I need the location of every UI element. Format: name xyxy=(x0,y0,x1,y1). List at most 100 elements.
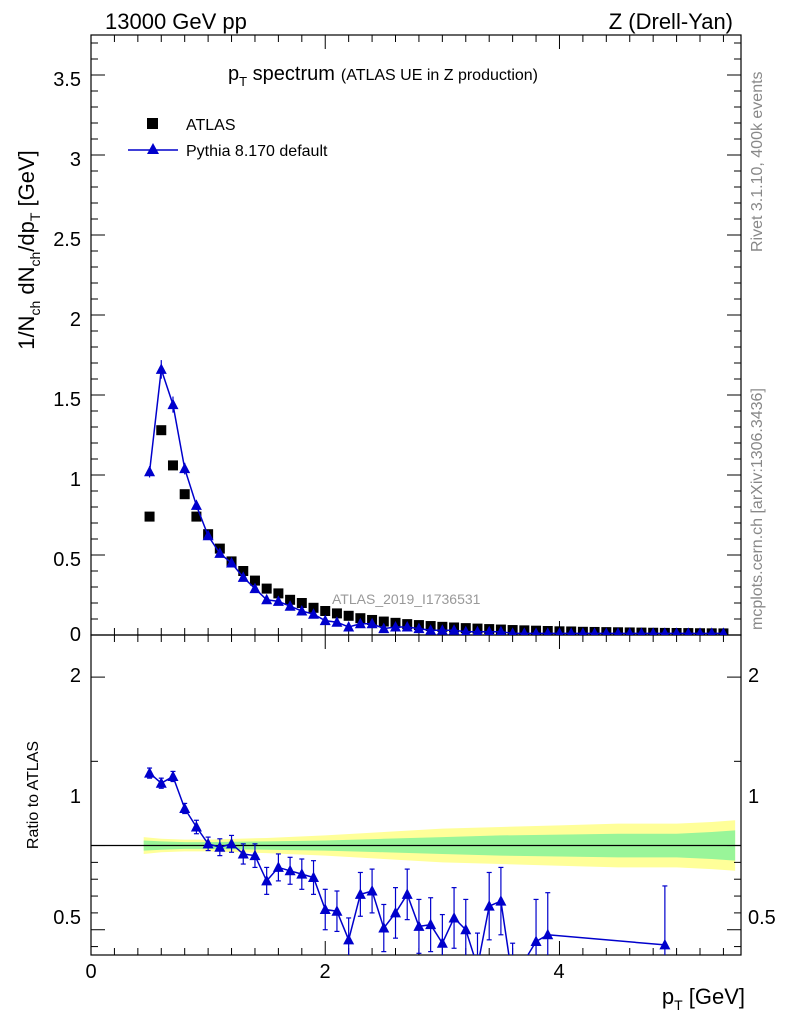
ratio-point xyxy=(507,974,518,985)
pythia-point xyxy=(226,557,238,568)
y-main-tick-label: 3.5 xyxy=(53,69,81,91)
pythia-point xyxy=(284,600,296,611)
ratio-point xyxy=(319,903,331,915)
y-ratio-tick-label: 1 xyxy=(748,786,759,808)
pythia-point xyxy=(390,621,402,632)
ratio-point xyxy=(331,905,343,916)
pythia-point xyxy=(472,625,483,635)
atlas-point xyxy=(273,588,284,599)
pythia-point xyxy=(401,621,413,632)
legend-label-atlas: ATLAS xyxy=(186,117,236,134)
y-main-tick-labels: 0 0.5 1 1.5 2 2.5 3 3.5 xyxy=(53,69,81,646)
ratio-point xyxy=(366,885,378,896)
pythia-point xyxy=(343,621,355,632)
y-ratio-tick-labels-left: 0.5 1 2 xyxy=(53,665,81,929)
pythia-point xyxy=(319,614,331,626)
ratio-point xyxy=(226,837,238,849)
atlas-point xyxy=(296,598,307,608)
atlas-point xyxy=(343,610,354,621)
y-main-tick-label: 1.5 xyxy=(53,389,81,411)
pythia-point xyxy=(436,624,448,635)
axis-ticks xyxy=(90,35,741,955)
rivet-label: Rivet 3.1.10, 400k events xyxy=(749,71,766,252)
y-title-part: dN xyxy=(14,267,39,301)
y-title-part: 1/N xyxy=(14,316,39,350)
x-tick-label: 2 xyxy=(319,961,330,983)
ratio-point xyxy=(413,920,425,931)
y-title-part: T xyxy=(27,212,43,221)
legend-label-pythia: Pythia 8.170 default xyxy=(186,143,328,160)
atlas-point xyxy=(285,594,296,605)
y-ratio-tick-label: 0.5 xyxy=(53,907,81,929)
y-axis-title-main: 1/Nch dNch/dpT [GeV] xyxy=(14,150,43,350)
ratio-point xyxy=(460,923,472,935)
ratio-point xyxy=(167,770,179,781)
pythia-point xyxy=(354,617,366,629)
x-tick-labels: 0 2 4 xyxy=(85,961,564,983)
ratio-point xyxy=(542,928,554,940)
y-title-part: ch xyxy=(27,252,43,267)
x-title-unit: [GeV] xyxy=(683,984,745,1009)
pythia-point xyxy=(684,627,693,635)
atlas-point xyxy=(320,606,331,616)
title-sub: T xyxy=(239,74,247,89)
ratio-point xyxy=(354,888,366,899)
ratio-point xyxy=(190,821,202,832)
analysis-watermark: ATLAS_2019_I1736531 xyxy=(332,591,481,607)
pythia-point xyxy=(660,627,669,635)
legend-marker-atlas xyxy=(147,118,158,129)
pythia-point xyxy=(155,363,167,374)
pythia-point xyxy=(261,593,273,605)
y-ratio-tick-label: 0.5 xyxy=(748,907,776,929)
atlas-point xyxy=(144,511,155,522)
ratio-point xyxy=(436,937,448,948)
ratio-point xyxy=(448,911,460,923)
y-ratio-tick-label: 2 xyxy=(70,665,81,687)
pythia-point xyxy=(179,462,191,474)
x-axis-title: pT [GeV] xyxy=(662,984,745,1013)
ratio-point xyxy=(296,868,308,879)
ratio-point xyxy=(378,922,390,933)
y-main-tick-label: 2.5 xyxy=(53,229,81,251)
atlas-point xyxy=(156,425,167,436)
atlas-point xyxy=(261,583,272,594)
ratio-point xyxy=(237,847,249,859)
pythia-point xyxy=(637,627,646,635)
ratio-point xyxy=(390,906,402,918)
title-rest: spectrum xyxy=(247,63,335,85)
legend: ATLAS Pythia 8.170 default xyxy=(128,117,328,160)
ratio-point xyxy=(483,900,495,911)
pythia-point xyxy=(460,625,471,635)
ratio-point xyxy=(179,802,191,813)
y-main-tick-label: 3 xyxy=(70,149,81,171)
main-panel-data xyxy=(144,360,729,635)
pythia-point xyxy=(719,627,728,635)
ratio-point xyxy=(308,871,320,883)
y-main-tick-label: 0 xyxy=(70,624,81,646)
ratio-point xyxy=(144,767,156,778)
atlas-point xyxy=(238,566,249,576)
ratio-point xyxy=(261,874,273,886)
atlas-point xyxy=(179,489,190,500)
header-left: 13000 GeV pp xyxy=(105,9,247,34)
x-title-sub: T xyxy=(674,997,683,1013)
pythia-point xyxy=(366,617,378,629)
pythia-point xyxy=(625,627,634,635)
pythia-point xyxy=(190,499,202,510)
y-main-tick-label: 1 xyxy=(70,469,81,491)
pythia-point xyxy=(532,627,541,635)
pythia-point xyxy=(649,627,658,635)
y-title-part: ch xyxy=(27,301,43,316)
pythia-point xyxy=(555,627,564,635)
mcplots-label: mcplots.cern.ch [arXiv:1306.3436] xyxy=(749,388,766,630)
y-ratio-tick-label: 1 xyxy=(70,786,81,808)
y-main-tick-label: 2 xyxy=(70,309,81,331)
ratio-point xyxy=(202,837,214,849)
pythia-point xyxy=(567,627,576,635)
pythia-point xyxy=(448,624,460,635)
ratio-point xyxy=(249,849,261,861)
atlas-point xyxy=(191,511,202,522)
pythia-point xyxy=(602,627,611,635)
x-title-p: p xyxy=(662,984,674,1009)
